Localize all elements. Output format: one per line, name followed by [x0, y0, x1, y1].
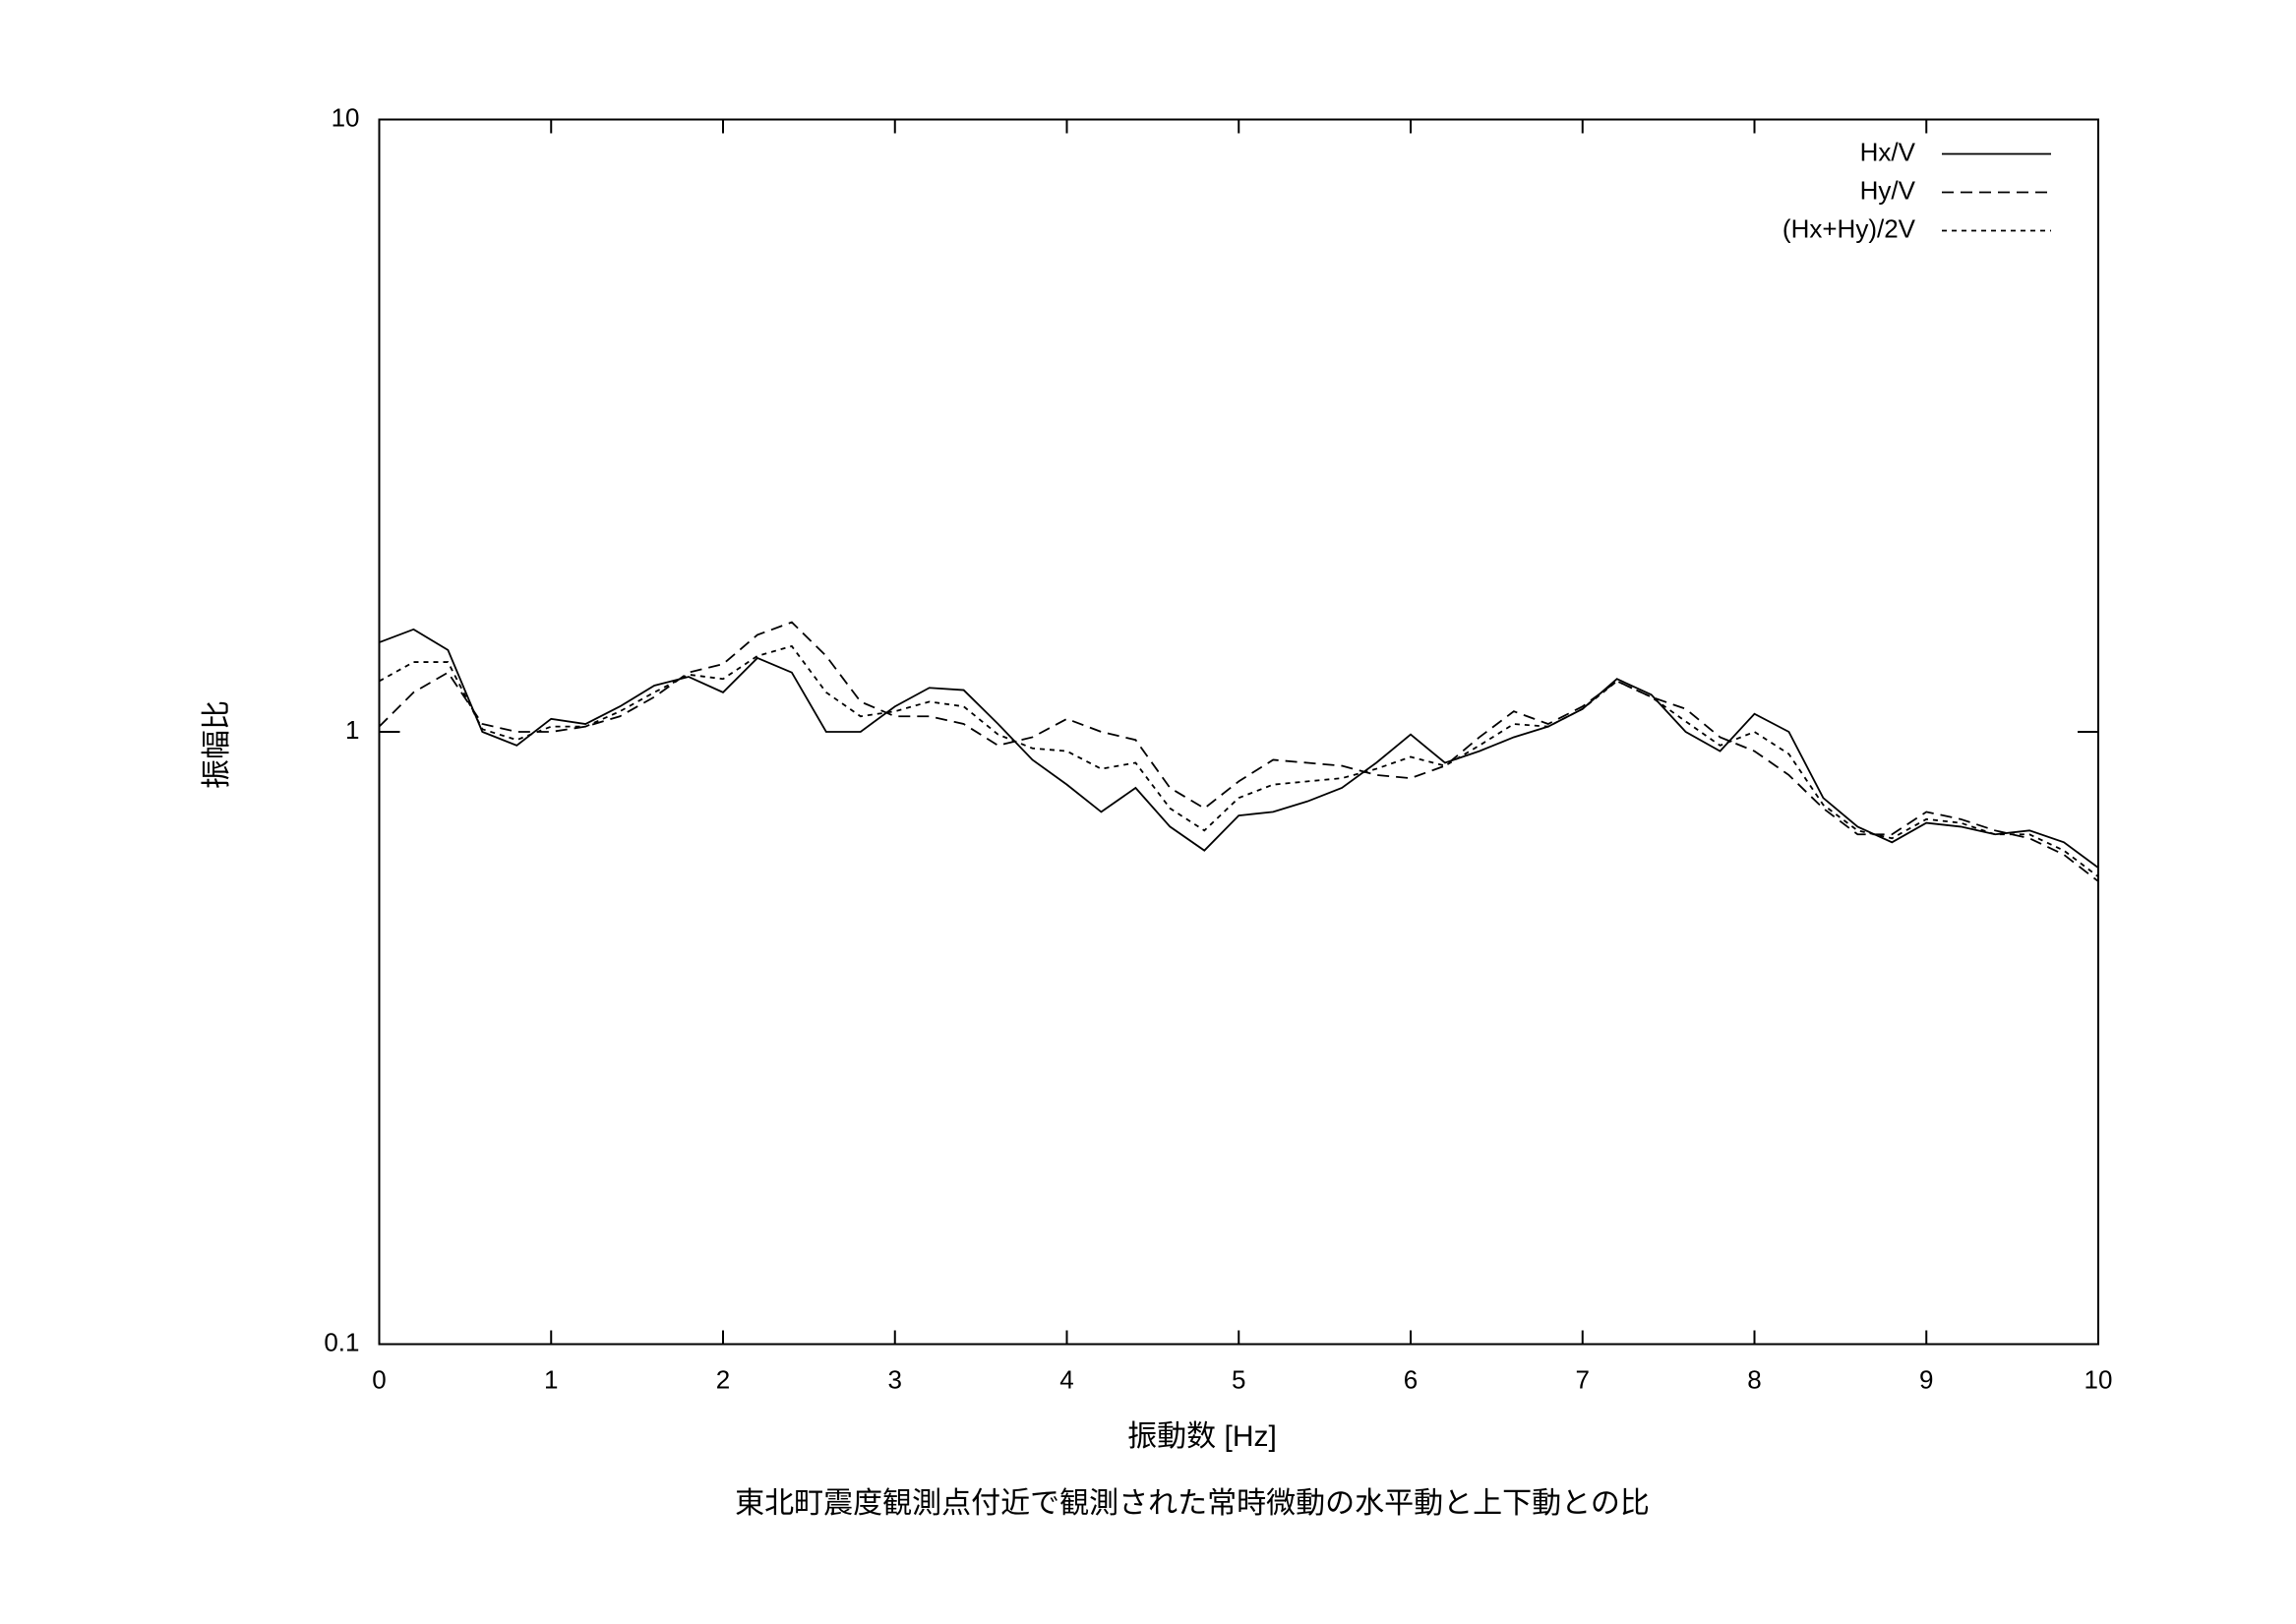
- legend-label: (Hx+Hy)/2V: [1782, 213, 1916, 243]
- data-line: [378, 621, 2099, 882]
- x-tick-label: 1: [544, 1364, 558, 1394]
- x-tick-label: 9: [1919, 1364, 1933, 1394]
- legend-label: Hy/V: [1860, 175, 1916, 205]
- x-tick-label: 2: [716, 1364, 730, 1394]
- chart-title: 東北町震度観測点付近で観測された常時微動の水平動と上下動との比: [735, 1487, 1650, 1520]
- y-tick-label: 10: [332, 102, 360, 132]
- legend-label: Hx/V: [1860, 137, 1916, 166]
- y-tick-label: 1: [345, 715, 359, 745]
- x-tick-label: 4: [1059, 1364, 1073, 1394]
- x-tick-label: 8: [1747, 1364, 1761, 1394]
- x-tick-label: 6: [1404, 1364, 1418, 1394]
- x-tick-label: 3: [888, 1364, 902, 1394]
- data-line: [379, 644, 2099, 877]
- x-axis-label: 振動数 [Hz]: [1127, 1420, 1277, 1453]
- x-tick-label: 7: [1576, 1364, 1590, 1394]
- data-line: [379, 628, 2099, 869]
- x-tick-label: 10: [2085, 1364, 2113, 1394]
- y-axis-label: 振幅比: [201, 700, 233, 789]
- y-tick-label: 0.1: [324, 1327, 359, 1356]
- x-tick-label: 0: [372, 1364, 386, 1394]
- plot-frame: [378, 118, 2099, 1346]
- x-tick-label: 5: [1232, 1364, 1245, 1394]
